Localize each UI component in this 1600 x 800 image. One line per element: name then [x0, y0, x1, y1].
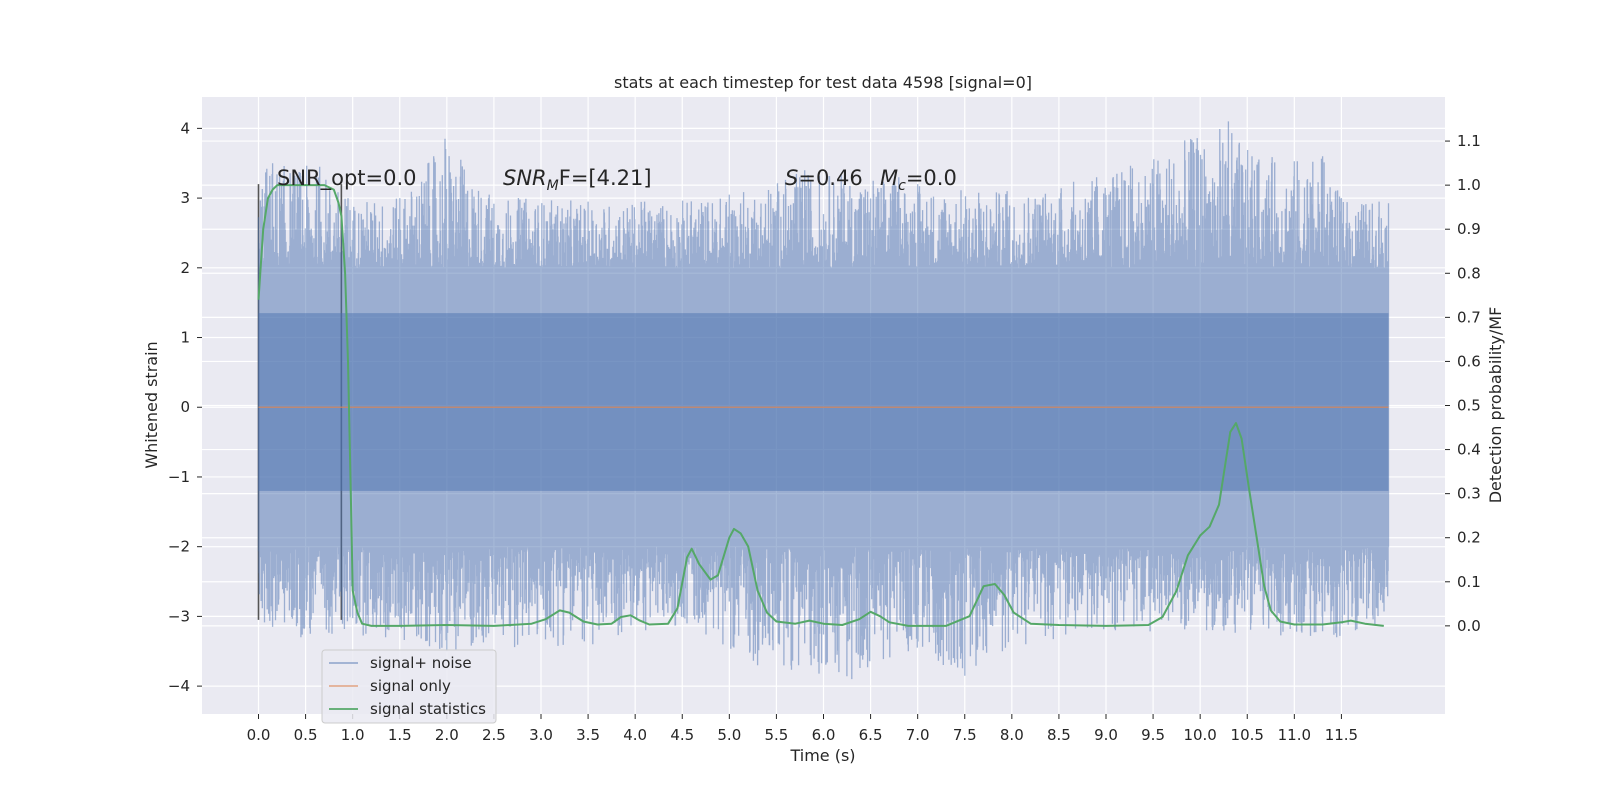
chart-title: stats at each timestep for test data 459…	[614, 73, 1032, 92]
x-tick-label: 1.5	[388, 726, 412, 744]
x-tick-label: 9.5	[1141, 726, 1165, 744]
y2-tick-label: 0.7	[1457, 308, 1481, 326]
y-tick-label: 2	[180, 259, 190, 277]
y-tick-label: 3	[180, 189, 190, 207]
x-tick-label: 7.5	[953, 726, 977, 744]
x-tick-label: 0.0	[247, 726, 271, 744]
y2-tick-label: 0.8	[1457, 264, 1481, 282]
y2-tick-label: 0.0	[1457, 617, 1481, 635]
x-tick-label: 8.5	[1047, 726, 1071, 744]
legend-label: signal only	[370, 677, 451, 695]
legend: signal+ noise signal only signal statist…	[321, 649, 497, 724]
x-tick-label: 6.0	[812, 726, 836, 744]
y-tick-label: 0	[180, 398, 190, 416]
y-tick-label: 1	[180, 329, 190, 347]
x-tick-label: 6.5	[859, 726, 883, 744]
y2-tick-label: 0.9	[1457, 220, 1481, 238]
y2-tick-label: 0.2	[1457, 529, 1481, 547]
y2-tick-label: 0.6	[1457, 352, 1481, 370]
x-tick-label: 7.0	[906, 726, 930, 744]
x-tick-label: 10.5	[1231, 726, 1264, 744]
y2-tick-label: 0.1	[1457, 573, 1481, 591]
noise-trace	[257, 121, 1390, 680]
x-tick-label: 1.0	[341, 726, 365, 744]
series-signal-statistics	[257, 184, 1384, 627]
x-tick-label: 8.0	[1000, 726, 1024, 744]
y2-axis-ticks: 0.0 0.1 0.2 0.3 0.4 0.5 0.6 0.7 0.8 0.9 1.0 1.1	[1445, 132, 1481, 635]
y-axis-label: Whitened strain	[142, 341, 161, 468]
y-tick-label: −1	[168, 468, 190, 486]
annotation-mc: Mc=0.0	[880, 166, 957, 194]
x-axis-ticks: 0.0 0.5 1.0 1.5 2.0 2.5 3.0 3.5 4.0 4.5 5.0 5.5 6.0 6…	[247, 714, 1358, 744]
statistics-line	[257, 184, 1384, 627]
annotation-snr-opt: SNR_opt=0.0	[277, 166, 417, 191]
y-axis-ticks: −4 −3 −2 −1 0 1 2 3 4	[168, 119, 202, 695]
x-tick-label: 4.5	[670, 726, 694, 744]
y-tick-label: −3	[168, 607, 190, 625]
y-tick-label: −2	[168, 538, 190, 556]
y2-tick-label: 1.1	[1457, 132, 1481, 150]
x-tick-label: 4.0	[623, 726, 647, 744]
y2-tick-label: 0.4	[1457, 441, 1481, 459]
y2-axis-label: Detection probability/MF	[1486, 307, 1505, 504]
annotation-s: S=0.46	[785, 166, 863, 190]
x-tick-label: 10.0	[1183, 726, 1216, 744]
x-tick-label: 5.5	[764, 726, 788, 744]
x-tick-label: 2.5	[482, 726, 506, 744]
x-tick-label: 3.5	[576, 726, 600, 744]
series-signal-noise	[257, 121, 1390, 680]
y2-tick-label: 0.3	[1457, 485, 1481, 503]
legend-label: signal statistics	[370, 700, 486, 718]
x-tick-label: 3.0	[529, 726, 553, 744]
y-tick-label: 4	[180, 119, 190, 137]
x-tick-label: 0.5	[294, 726, 318, 744]
x-tick-label: 9.0	[1094, 726, 1118, 744]
y2-tick-label: 0.5	[1457, 397, 1481, 415]
y2-tick-label: 1.0	[1457, 176, 1481, 194]
x-tick-label: 11.5	[1325, 726, 1358, 744]
legend-box	[321, 649, 497, 724]
annotation-snr-mf: SNRMF=[4.21]	[503, 166, 652, 194]
x-tick-label: 11.0	[1278, 726, 1311, 744]
x-tick-label: 5.0	[717, 726, 741, 744]
x-tick-label: 2.0	[435, 726, 459, 744]
y-tick-label: −4	[168, 677, 190, 695]
x-axis-label: Time (s)	[789, 746, 855, 765]
legend-label: signal+ noise	[370, 654, 472, 672]
